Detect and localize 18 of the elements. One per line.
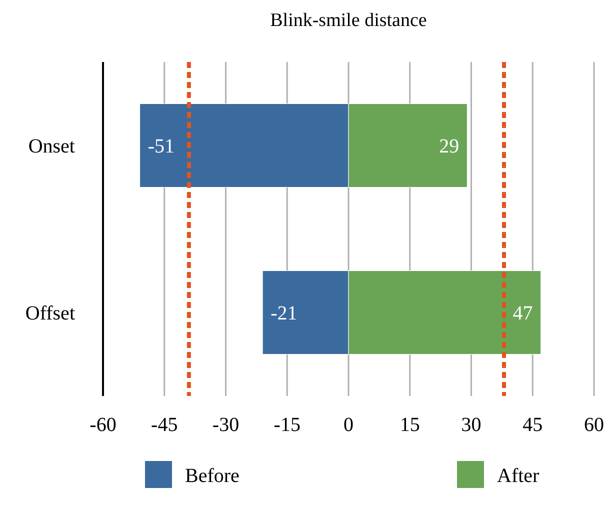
- y-tick-label: Offset: [25, 302, 76, 324]
- x-tick-label: 15: [400, 414, 420, 436]
- x-tick-label: -45: [151, 414, 178, 436]
- legend-label: Before: [185, 465, 240, 487]
- x-tick-label: 0: [344, 414, 354, 436]
- legend-label: After: [497, 465, 540, 487]
- x-tick-label: -60: [90, 414, 116, 436]
- y-tick-label: Onset: [28, 136, 76, 158]
- x-tick-label: 45: [522, 414, 543, 436]
- data-label: 29: [439, 136, 460, 158]
- chart-title: Blink-smile distance: [270, 10, 427, 31]
- data-label: -51: [148, 136, 174, 158]
- x-tick-label: 60: [584, 414, 604, 436]
- x-tick-label: -30: [212, 414, 240, 436]
- x-tick-label: -15: [274, 414, 300, 436]
- data-label: -21: [270, 302, 298, 324]
- data-label: 47: [512, 302, 533, 324]
- x-tick-label: 30: [461, 414, 482, 436]
